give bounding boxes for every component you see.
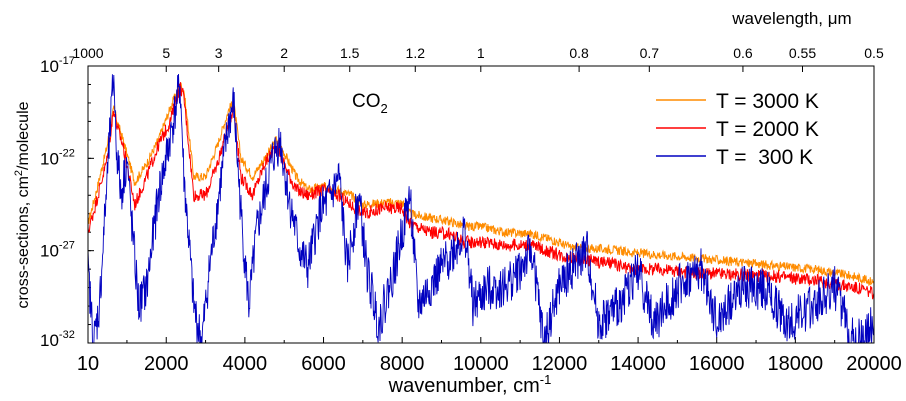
x-tick-label: 12000 [532,353,588,375]
y-axis-ticks: 10-32 10-27 10-22 10-17 [40,55,94,350]
x-axis-ticks: 10 2000 4000 6000 8000 10000 12000 14000 16000 18… [77,337,902,375]
legend: T = 3000 K T = 2000 K T = 300 K [656,90,819,169]
y-tick-label: 10-32 [40,329,75,350]
top-tick-label: 1000 [72,45,103,61]
top-axis-title: wavelength, μm [731,9,851,28]
y-tick-label: 10-22 [40,147,75,168]
top-tick-label: 0.7 [640,45,660,61]
x-tick-label: 8000 [380,353,425,375]
series-line-1 [88,82,874,287]
top-tick-label: 1.5 [340,45,360,61]
x-tick-label: 10000 [453,353,509,375]
y-tick-label: 10-27 [40,240,75,261]
x-tick-label: 16000 [689,353,745,375]
plot-frame [87,65,875,344]
top-tick-label: 2 [280,45,288,61]
top-tick-label: 1 [477,45,485,61]
x-tick-label: 6000 [301,353,346,375]
top-axis-ticks: 1000 5 3 2 1.5 1.2 1 0.8 0.7 0.6 0.55 0.5 [72,45,884,72]
top-tick-label: 3 [215,45,223,61]
x-axis-title: wavenumber, cm-1 [388,372,552,397]
top-tick-label: 0.8 [569,45,589,61]
series-layer [88,73,874,343]
series-line-2 [88,82,874,300]
legend-label: T = 2000 K [716,118,819,141]
top-tick-label: 5 [162,45,170,61]
x-tick-label: 14000 [610,353,666,375]
y-axis-title: cross-sections, cm2/molecule [13,101,32,308]
legend-label: T = 3000 K [716,90,819,113]
legend-label: T = 300 K [716,146,813,169]
x-tick-label: 4000 [223,353,268,375]
top-tick-label: 1.2 [406,45,426,61]
x-tick-label: 10 [77,353,99,375]
molecule-annotation: CO2 [352,91,388,116]
top-tick-label: 0.6 [733,45,753,61]
x-tick-label: 20000 [846,353,902,375]
x-tick-label: 18000 [768,353,824,375]
top-tick-label: 0.5 [864,45,884,61]
series-line-3 [88,73,874,343]
x-tick-label: 2000 [144,353,189,375]
top-tick-label: 0.55 [789,45,816,61]
y-tick-label: 10-17 [40,55,75,76]
